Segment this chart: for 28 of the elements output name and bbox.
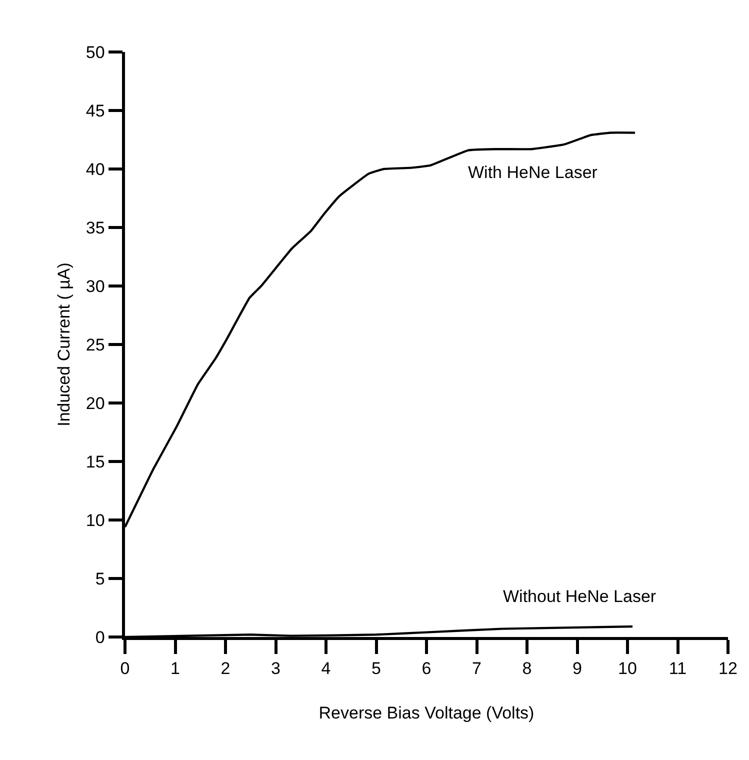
- y-tick-label: 45: [86, 101, 105, 120]
- y-tick-label: 15: [86, 452, 105, 472]
- x-tick-label: 12: [718, 659, 738, 678]
- y-tick-label: 0: [95, 628, 105, 647]
- x-tick-label: 0: [120, 659, 130, 678]
- x-tick-label: 1: [170, 659, 180, 678]
- y-tick-label: 50: [86, 42, 105, 62]
- y-tick-label: 10: [86, 510, 105, 530]
- series-label: Without HeNe Laser: [503, 587, 656, 606]
- x-tick-label: 3: [271, 659, 280, 678]
- x-tick-label: 10: [618, 659, 637, 678]
- x-tick-label: 6: [422, 659, 432, 678]
- x-tick-label: 7: [472, 659, 482, 678]
- series-label: With HeNe Laser: [468, 163, 598, 182]
- y-tick-label: 35: [86, 218, 105, 238]
- y-tick-label: 30: [86, 276, 105, 296]
- y-tick-label: 25: [86, 335, 105, 354]
- x-axis-title: Reverse Bias Voltage (Volts): [318, 704, 534, 723]
- x-tick-label: 4: [321, 659, 331, 678]
- x-tick-label: 11: [668, 659, 687, 678]
- y-axis-title: Induced Current ( µA): [54, 262, 74, 426]
- x-tick-label: 8: [522, 659, 532, 678]
- y-tick-label: 20: [86, 394, 105, 413]
- y-tick-label: 5: [95, 569, 105, 588]
- x-tick-label: 5: [372, 659, 381, 678]
- x-tick-label: 9: [572, 659, 582, 678]
- y-tick-label: 40: [86, 160, 105, 179]
- x-tick-label: 2: [220, 659, 230, 678]
